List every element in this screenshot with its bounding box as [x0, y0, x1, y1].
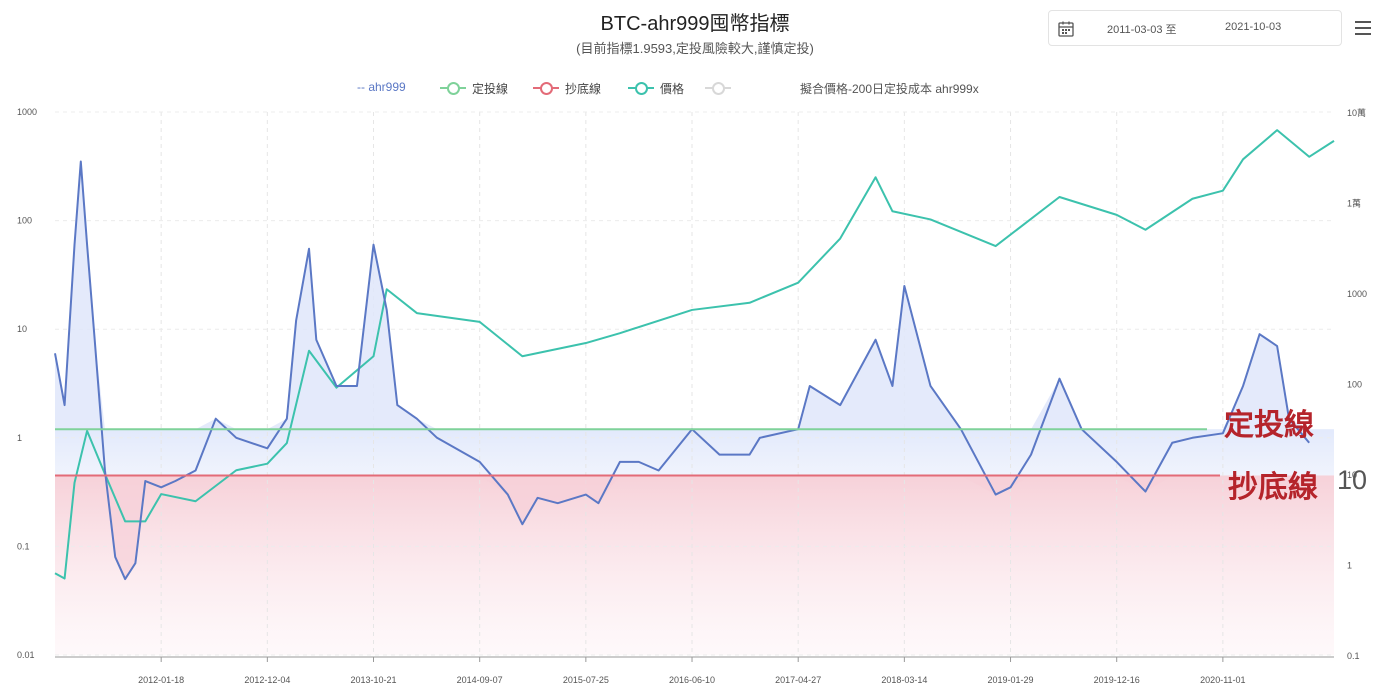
x-tick-label: 2015-07-25	[563, 675, 609, 685]
chaodi-annotation: 抄底線	[1228, 470, 1318, 505]
ahr999-line	[54, 160, 1310, 581]
legend-symbol-price	[628, 82, 654, 95]
legend-label-chaodi: 抄底線	[565, 82, 602, 96]
band-below-chaodi	[55, 475, 1334, 655]
ten-annotation: 10	[1337, 465, 1368, 495]
y-right-tick-label: 1	[1347, 561, 1352, 571]
start-date-input[interactable]: 2011-03-03 至	[1107, 24, 1177, 36]
date-range-picker[interactable]: 2011-03-03 至 2021-10-03	[1048, 10, 1342, 46]
band-between-lines	[55, 429, 1334, 476]
legend-label-price: 價格	[660, 82, 685, 96]
y-left-tick-label: 0.1	[17, 541, 30, 551]
y-left-tick-label: 1	[17, 433, 22, 443]
x-tick-label: 2013-10-21	[350, 675, 396, 685]
y-right-tick-label: 1000	[1347, 289, 1367, 299]
chart-title: BTC-ahr999囤幣指標	[600, 13, 790, 35]
x-tick-label: 2012-12-04	[244, 675, 290, 685]
end-date-input[interactable]: 2021-10-03	[1225, 21, 1282, 33]
y-right-tick-label: 0.1	[1347, 651, 1360, 661]
dingtou-annotation: 定投線	[1224, 408, 1314, 443]
legend-symbol-chaodi	[533, 82, 559, 95]
menu-icon[interactable]	[1350, 10, 1376, 46]
ahr999-area-fill	[55, 161, 1310, 430]
y-right-tick-label: 1萬	[1347, 198, 1361, 209]
x-tick-label: 2018-03-14	[881, 675, 927, 685]
x-tick-label: 2012-01-18	[138, 675, 184, 685]
y-right-tick-label: 100	[1347, 380, 1362, 390]
price-line	[54, 129, 1335, 580]
y-left-tick-label: 10	[17, 324, 27, 334]
x-tick-label: 2019-12-16	[1094, 675, 1140, 685]
y-right-tick-label: 10	[1347, 470, 1357, 480]
y-left-tick-label: 1000	[17, 107, 37, 117]
chart-subtitle: (目前指標1.9593,定投風險較大,謹慎定投)	[576, 41, 814, 56]
legend-label-ahr999x: 擬合價格-200日定投成本 ahr999x	[800, 82, 979, 96]
legend-symbol-hidden	[705, 82, 731, 95]
y-left-tick-label: 100	[17, 216, 32, 226]
x-tick-label: 2019-01-29	[988, 675, 1034, 685]
legend-label-dingtou: 定投線	[472, 82, 509, 96]
x-tick-label: 2020-11-01	[1200, 675, 1245, 685]
legend-label-ahr999: -- ahr999	[357, 80, 406, 94]
calendar-icon	[1058, 21, 1074, 37]
y-left-tick-label: 0.01	[17, 650, 35, 660]
x-tick-label: 2017-04-27	[775, 675, 821, 685]
x-tick-label: 2014-09-07	[457, 675, 503, 685]
y-right-tick-label: 10萬	[1347, 107, 1366, 118]
legend-symbol-dingtou	[440, 82, 466, 95]
x-tick-label: 2016-06-10	[669, 675, 715, 685]
